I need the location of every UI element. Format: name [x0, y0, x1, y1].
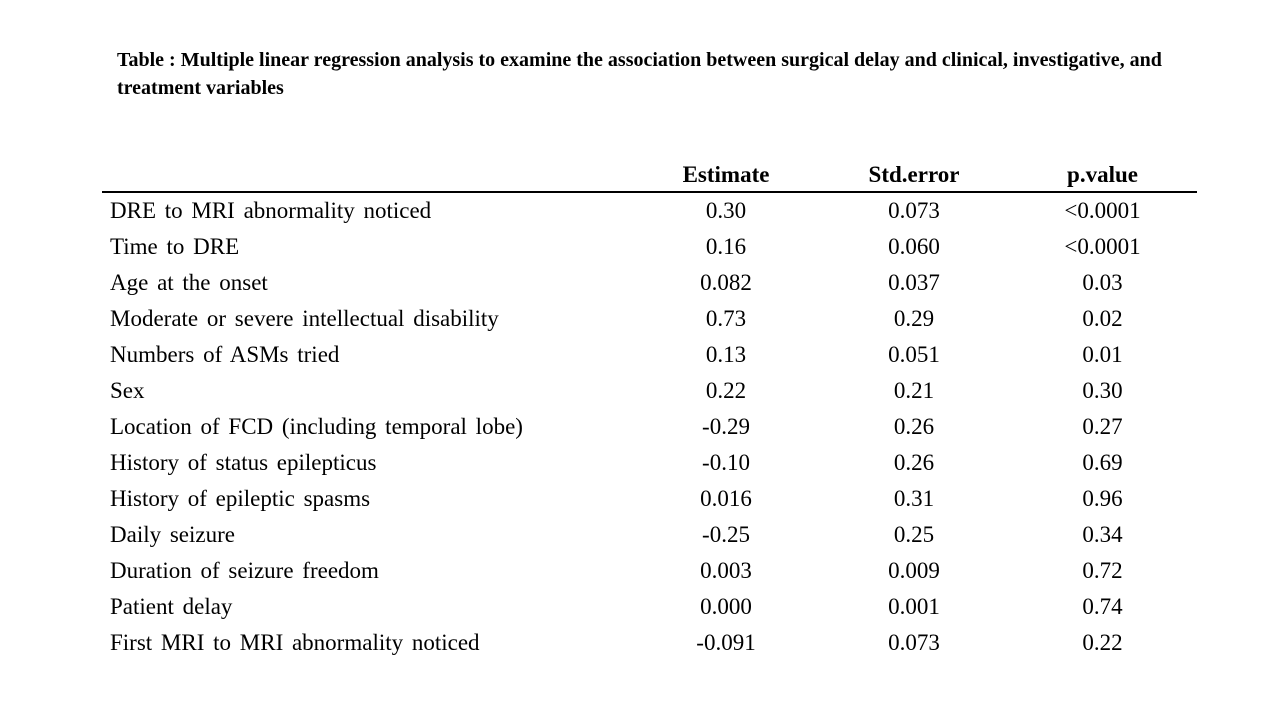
cell-p-value: 0.03 [1082, 270, 1123, 295]
table-row: History of status epilepticus -0.10 0.26… [102, 445, 1197, 481]
cell-std-error: 0.26 [893, 450, 935, 475]
cell-p-value: 0.02 [1082, 306, 1123, 331]
cell-p-value: 0.27 [1082, 414, 1123, 439]
table-row: Numbers of ASMs tried 0.13 0.051 0.01 [102, 337, 1197, 373]
cell-p-value: <0.0001 [1064, 234, 1141, 259]
row-label: Location of FCD (including temporal lobe… [110, 414, 523, 439]
row-label: Patient delay [110, 594, 233, 619]
table-body: DRE to MRI abnormality noticed 0.30 0.07… [102, 193, 1197, 661]
table-row: Daily seizure -0.25 0.25 0.34 [102, 517, 1197, 553]
cell-estimate: 0.13 [705, 342, 747, 367]
cell-p-value: <0.0001 [1064, 198, 1141, 223]
table-row: DRE to MRI abnormality noticed 0.30 0.07… [102, 193, 1197, 229]
col-header-variable [102, 160, 632, 191]
cell-estimate: 0.016 [700, 486, 752, 511]
row-label: Numbers of ASMs tried [110, 342, 340, 367]
cell-std-error: 0.26 [893, 414, 935, 439]
cell-p-value: 0.74 [1082, 594, 1123, 619]
table-row: First MRI to MRI abnormality noticed -0.… [102, 625, 1197, 661]
row-label: History of epileptic spasms [110, 486, 371, 511]
cell-p-value: 0.22 [1082, 630, 1123, 655]
row-label: Age at the onset [110, 270, 268, 295]
cell-p-value: 0.34 [1082, 522, 1123, 547]
col-header-std-error: Std.error [868, 162, 960, 187]
cell-std-error: 0.073 [888, 630, 940, 655]
cell-std-error: 0.25 [893, 522, 935, 547]
cell-std-error: 0.051 [888, 342, 940, 367]
table-row: Duration of seizure freedom 0.003 0.009 … [102, 553, 1197, 589]
cell-std-error: 0.060 [888, 234, 940, 259]
table-row: History of epileptic spasms 0.016 0.31 0… [102, 481, 1197, 517]
cell-std-error: 0.21 [893, 378, 935, 403]
cell-estimate: -0.10 [702, 450, 750, 475]
table-row: Time to DRE 0.16 0.060 <0.0001 [102, 229, 1197, 265]
regression-table: Estimate Std.error p.value DRE to MRI ab… [102, 160, 1197, 661]
cell-estimate: 0.22 [705, 378, 747, 403]
cell-estimate: -0.29 [702, 414, 750, 439]
table-row: Age at the onset 0.082 0.037 0.03 [102, 265, 1197, 301]
cell-p-value: 0.01 [1082, 342, 1123, 367]
cell-estimate: 0.73 [705, 306, 747, 331]
cell-estimate: 0.16 [705, 234, 747, 259]
row-label: Daily seizure [110, 522, 235, 547]
table-row: Moderate or severe intellectual disabili… [102, 301, 1197, 337]
cell-p-value: 0.30 [1082, 378, 1123, 403]
row-label: Duration of seizure freedom [110, 558, 379, 583]
table-row: Location of FCD (including temporal lobe… [102, 409, 1197, 445]
col-header-p-value: p.value [1067, 162, 1138, 187]
cell-std-error: 0.31 [893, 486, 935, 511]
row-label: Moderate or severe intellectual disabili… [110, 306, 499, 331]
cell-p-value: 0.69 [1082, 450, 1123, 475]
col-header-estimate: Estimate [682, 162, 770, 187]
cell-std-error: 0.29 [893, 306, 935, 331]
row-label: History of status epilepticus [110, 450, 377, 475]
cell-p-value: 0.96 [1082, 486, 1123, 511]
row-label: First MRI to MRI abnormality noticed [110, 630, 480, 655]
row-label: Sex [110, 378, 145, 403]
cell-estimate: 0.000 [700, 594, 752, 619]
table-title: Table : Multiple linear regression analy… [117, 49, 1162, 99]
cell-estimate: 0.30 [705, 198, 747, 223]
table-row: Patient delay 0.000 0.001 0.74 [102, 589, 1197, 625]
cell-estimate: -0.25 [702, 522, 750, 547]
cell-estimate: 0.082 [700, 270, 752, 295]
row-label: Time to DRE [110, 234, 240, 259]
cell-estimate: -0.091 [696, 630, 756, 655]
table-row: Sex 0.22 0.21 0.30 [102, 373, 1197, 409]
cell-std-error: 0.037 [888, 270, 940, 295]
cell-std-error: 0.009 [888, 558, 940, 583]
cell-std-error: 0.073 [888, 198, 940, 223]
cell-std-error: 0.001 [888, 594, 940, 619]
table-header-row: Estimate Std.error p.value [102, 160, 1197, 193]
cell-p-value: 0.72 [1082, 558, 1123, 583]
cell-estimate: 0.003 [700, 558, 752, 583]
row-label: DRE to MRI abnormality noticed [110, 198, 432, 223]
